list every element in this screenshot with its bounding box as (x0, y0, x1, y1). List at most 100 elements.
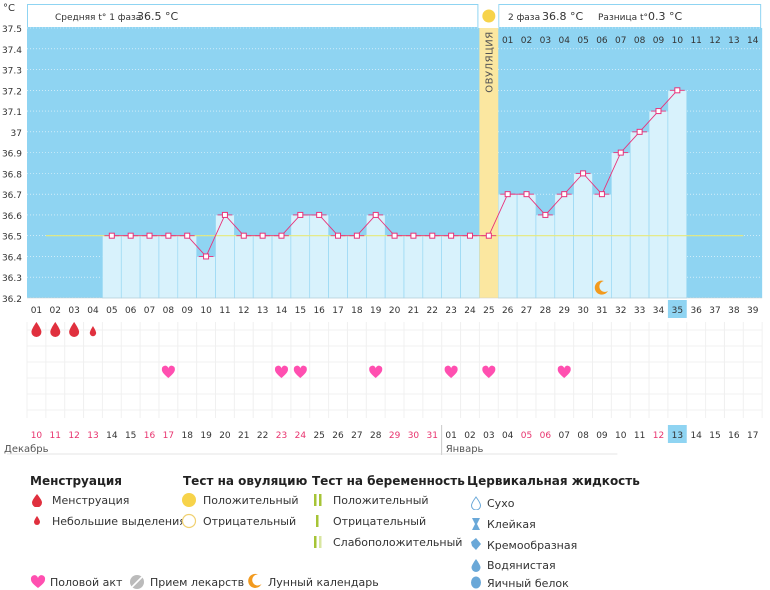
date-label: 26 (332, 431, 344, 441)
legend-sticky: Клейкая (487, 518, 536, 531)
phase2-day-label: 10 (672, 36, 684, 46)
temp-bar (516, 193, 537, 299)
temp-diff-value: 0.3 °C (648, 10, 682, 23)
temp-bar (271, 235, 292, 299)
temperature-point (203, 253, 210, 260)
temperature-point (240, 232, 247, 239)
y-tick-label: 36.2 (2, 295, 22, 305)
legend-ov-positive: Положительный (203, 494, 299, 507)
cycle-day-label: 03 (68, 306, 79, 316)
cycle-day-label: 32 (615, 306, 626, 316)
heart-icon (482, 365, 496, 378)
preg-positive-icon (314, 494, 322, 506)
date-label: 13 (87, 431, 98, 441)
y-unit-label: °C (3, 3, 15, 14)
temp-bar (102, 235, 122, 299)
legend-preg-positive: Положительный (333, 494, 429, 507)
y-tick-label: 37.1 (2, 108, 22, 118)
cycle-day-label: 29 (558, 306, 570, 316)
small-blood-drop-icon (89, 326, 97, 337)
heart-icon (557, 365, 571, 378)
cycle-day-label: 13 (257, 306, 268, 316)
date-label: 22 (257, 431, 268, 441)
cycle-day-label: 17 (332, 306, 343, 316)
blood-drop-icon (32, 494, 42, 507)
date-label: 15 (709, 431, 720, 441)
temp-bar (196, 256, 216, 299)
temp-bar (667, 90, 688, 299)
temp-bar (648, 110, 669, 299)
temp-bar (139, 235, 160, 299)
legend-pregtest-title: Тест на беременность (312, 474, 465, 488)
current-day-highlight (667, 300, 687, 318)
phase2-day-label: 04 (558, 36, 570, 46)
date-label: 14 (106, 431, 118, 441)
phase2-avg-label: 2 фаза (508, 13, 540, 23)
legend-watery: Водянистая (487, 559, 556, 572)
phase2-day-label: 12 (709, 36, 720, 46)
phase2-day-label: 06 (596, 36, 608, 46)
date-label: 07 (558, 431, 569, 441)
date-label: 12 (68, 431, 79, 441)
legend-menstruation: Менструация (52, 494, 130, 507)
date-label: 05 (521, 431, 532, 441)
phase2-day-label: 02 (521, 36, 532, 46)
temp-bar (234, 235, 254, 299)
cycle-day-label: 08 (163, 306, 175, 316)
date-label: 12 (653, 431, 664, 441)
temperature-point (655, 108, 662, 115)
date-label: 04 (502, 431, 514, 441)
y-tick-label: 36.7 (2, 191, 22, 201)
cycle-day-label: 16 (313, 306, 325, 316)
cycle-day-label: 36 (690, 306, 702, 316)
temp-bar (422, 235, 443, 299)
cycle-day-label: 05 (106, 306, 117, 316)
cycle-day-label: 07 (144, 306, 155, 316)
temperature-point (448, 232, 455, 239)
date-label: 31 (427, 431, 438, 441)
dry-drop-icon (470, 496, 482, 510)
legend-dry: Сухо (487, 497, 515, 510)
cycle-day-label: 01 (31, 306, 42, 316)
heart-icon (444, 365, 458, 378)
y-tick-label: 36.4 (2, 253, 22, 263)
temp-bar (554, 193, 574, 299)
phase1-summary-box (27, 4, 479, 28)
phase1-avg-value: 36.5 °C (137, 10, 178, 23)
temperature-point (674, 87, 681, 94)
cycle-day-label: 23 (445, 306, 456, 316)
cycle-day-label: 06 (125, 306, 137, 316)
temperature-point (391, 232, 398, 239)
date-label: 13 (672, 431, 683, 441)
y-tick-label: 37.2 (2, 87, 22, 97)
watery-drop-icon (471, 559, 481, 572)
date-label: 11 (50, 431, 61, 441)
temperature-point (221, 211, 228, 218)
y-tick-label: 36.9 (2, 150, 22, 160)
cycle-day-label: 14 (276, 306, 288, 316)
date-label: 10 (615, 431, 627, 441)
preg-negative-icon (316, 515, 319, 527)
y-tick-label: 36.6 (2, 212, 22, 222)
phase2-day-label: 14 (747, 36, 759, 46)
cycle-day-label: 26 (502, 306, 514, 316)
date-label: 29 (389, 431, 401, 441)
temp-bar (365, 214, 386, 299)
temp-bar (347, 235, 367, 299)
heart-icon (274, 365, 289, 378)
legend-medication: Прием лекарств (150, 576, 245, 589)
temp-diff-label: Разница t° (598, 13, 648, 23)
temperature-point (429, 232, 436, 239)
date-label: 17 (747, 431, 758, 441)
phase2-day-label: 11 (690, 36, 701, 46)
cycle-day-label: 27 (521, 306, 532, 316)
temp-bar (290, 214, 311, 299)
date-label: 16 (728, 431, 740, 441)
temperature-point (561, 191, 568, 198)
temperature-point (278, 232, 285, 239)
cycle-day-label: 09 (181, 306, 193, 316)
ovulation-label: ОВУЛЯЦИЯ (484, 31, 495, 93)
temp-bar (328, 235, 348, 299)
temperature-point (636, 128, 643, 135)
cycle-day-label: 21 (408, 306, 419, 316)
